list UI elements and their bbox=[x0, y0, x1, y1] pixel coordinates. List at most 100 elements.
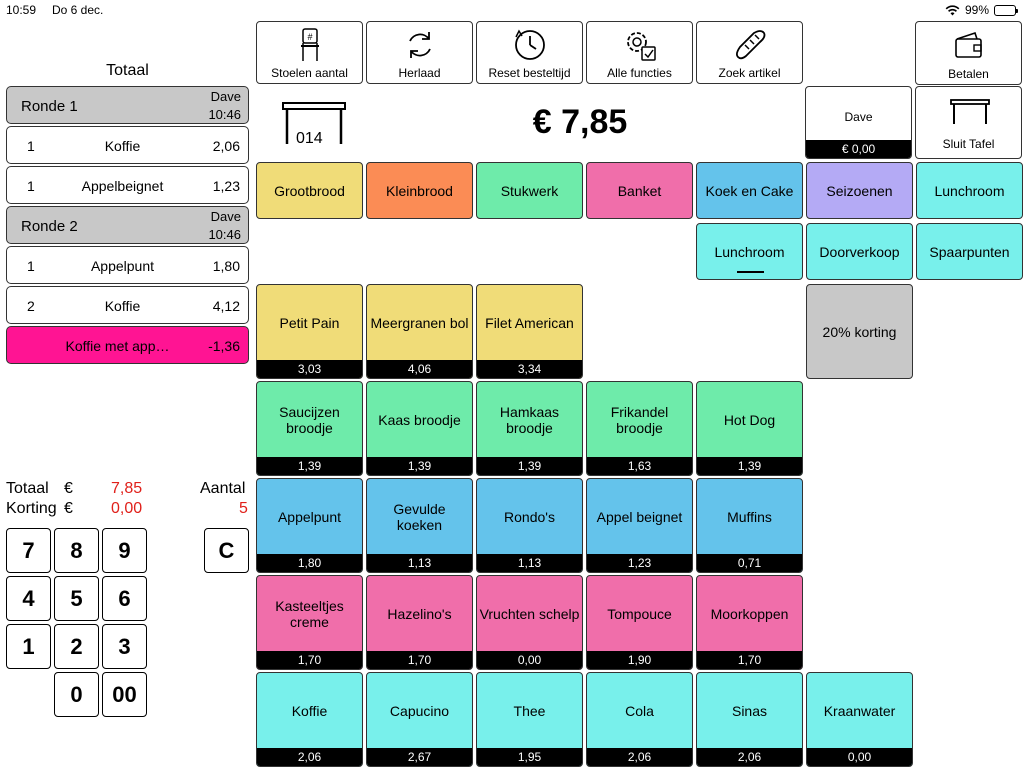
order-line[interactable]: 1 Koffie 2,06 bbox=[6, 126, 249, 164]
product-tile[interactable]: Hot Dog 1,39 bbox=[696, 381, 803, 476]
product-tile[interactable]: Gevulde koeken 1,13 bbox=[366, 478, 473, 573]
close-table-button[interactable]: Sluit Tafel bbox=[915, 86, 1022, 159]
round-header-2[interactable]: Ronde 2 Dave 10:46 bbox=[6, 206, 249, 244]
all-functions-button[interactable]: Alle functies bbox=[586, 21, 693, 84]
keypad-6[interactable]: 6 bbox=[102, 576, 147, 621]
product-price: 1,90 bbox=[587, 651, 692, 669]
category-lunchroom[interactable]: Lunchroom bbox=[916, 162, 1023, 219]
close-table-label: Sluit Tafel bbox=[942, 137, 995, 151]
product-tile[interactable]: Capucino 2,67 bbox=[366, 672, 473, 767]
product-price: 0,71 bbox=[697, 554, 802, 572]
subcategory-label: Lunchroom bbox=[714, 243, 785, 260]
product-price: 2,67 bbox=[367, 748, 472, 766]
order-line[interactable]: 1 Appelpunt 1,80 bbox=[6, 246, 249, 284]
subcategory-doorverkoop[interactable]: Doorverkoop bbox=[806, 223, 913, 280]
discount-line[interactable]: Koffie met app… -1,36 bbox=[6, 326, 249, 364]
search-article-button[interactable]: Zoek artikel bbox=[696, 21, 803, 84]
korting-value: 0,00 bbox=[111, 500, 143, 517]
round-label: Ronde 2 bbox=[21, 218, 78, 235]
keypad-7[interactable]: 7 bbox=[6, 528, 51, 573]
category-banket[interactable]: Banket bbox=[586, 162, 693, 219]
subcategory-spaarpunten[interactable]: Spaarpunten bbox=[916, 223, 1023, 280]
keypad-3[interactable]: 3 bbox=[102, 624, 147, 669]
status-right: 99% bbox=[945, 3, 1018, 17]
product-tile[interactable]: Saucijzen broodje 1,39 bbox=[256, 381, 363, 476]
order-amount: 4,12 bbox=[212, 298, 240, 314]
product-price: 1,80 bbox=[257, 554, 362, 572]
keypad-clear[interactable]: C bbox=[204, 528, 249, 573]
product-tile[interactable]: Kaas broodje 1,39 bbox=[366, 381, 473, 476]
product-name: Saucijzen broodje bbox=[279, 403, 340, 436]
chair-icon: # bbox=[300, 28, 319, 61]
keypad-5[interactable]: 5 bbox=[54, 576, 99, 621]
product-name: Kraanwater bbox=[823, 702, 896, 719]
order-title: Totaal bbox=[106, 62, 149, 79]
user-box[interactable]: Dave € 0,00 bbox=[805, 86, 912, 159]
product-tile[interactable]: Hazelino's 1,70 bbox=[366, 575, 473, 670]
product-tile[interactable]: Tompouce 1,90 bbox=[586, 575, 693, 670]
seats-button[interactable]: # Stoelen aantal bbox=[256, 21, 363, 84]
reload-button[interactable]: Herlaad bbox=[366, 21, 473, 84]
user-balance: € 0,00 bbox=[806, 140, 911, 158]
product-tile[interactable]: Vruchten schelp 0,00 bbox=[476, 575, 583, 670]
product-name: Capucino bbox=[389, 702, 450, 719]
product-tile[interactable]: Rondo's 1,13 bbox=[476, 478, 583, 573]
product-tile[interactable]: Petit Pain 3,03 bbox=[256, 284, 363, 379]
product-tile[interactable]: Meergranen bol 4,06 bbox=[366, 284, 473, 379]
all-functions-label: Alle functies bbox=[607, 66, 672, 80]
round-header-1[interactable]: Ronde 1 Dave 10:46 bbox=[6, 86, 249, 124]
product-tile[interactable]: Appel beignet 1,23 bbox=[586, 478, 693, 573]
discount-name: Koffie met app… bbox=[65, 338, 170, 354]
order-total: € 7,85 bbox=[532, 103, 628, 141]
category-grootbrood[interactable]: Grootbrood bbox=[256, 162, 363, 219]
product-price: 1,23 bbox=[587, 554, 692, 572]
product-tile[interactable]: Frikandel broodje 1,63 bbox=[586, 381, 693, 476]
discount-20-button[interactable]: 20% korting bbox=[806, 284, 913, 379]
discount-amount: -1,36 bbox=[208, 338, 240, 354]
totaal-label: Totaal bbox=[6, 480, 49, 497]
keypad-9[interactable]: 9 bbox=[102, 528, 147, 573]
product-tile[interactable]: Sinas 2,06 bbox=[696, 672, 803, 767]
product-price: 1,13 bbox=[477, 554, 582, 572]
product-tile[interactable]: Muffins 0,71 bbox=[696, 478, 803, 573]
product-tile[interactable]: Hamkaas broodje 1,39 bbox=[476, 381, 583, 476]
product-tile[interactable]: Moorkoppen 1,70 bbox=[696, 575, 803, 670]
category-stukwerk[interactable]: Stukwerk bbox=[476, 162, 583, 219]
subcategory-lunchroom[interactable]: Lunchroom bbox=[696, 223, 803, 280]
category-kleinbrood[interactable]: Kleinbrood bbox=[366, 162, 473, 219]
product-name: Tompouce bbox=[607, 605, 672, 622]
product-price: 3,34 bbox=[477, 360, 582, 378]
round-label: Ronde 1 bbox=[21, 98, 78, 115]
product-tile[interactable]: Koffie 2,06 bbox=[256, 672, 363, 767]
product-tile[interactable]: Cola 2,06 bbox=[586, 672, 693, 767]
keypad-8[interactable]: 8 bbox=[54, 528, 99, 573]
order-qty: 2 bbox=[27, 298, 35, 314]
clock-icon bbox=[514, 29, 545, 60]
product-price: 1,70 bbox=[257, 651, 362, 669]
table-icon bbox=[282, 102, 346, 144]
product-name: Petit Pain bbox=[279, 314, 340, 331]
category-koek-en-cake[interactable]: Koek en Cake bbox=[696, 162, 803, 219]
keypad-1[interactable]: 1 bbox=[6, 624, 51, 669]
product-price: 2,06 bbox=[697, 748, 802, 766]
product-tile[interactable]: Filet American 3,34 bbox=[476, 284, 583, 379]
bread-icon bbox=[735, 30, 765, 60]
product-name: Filet American bbox=[485, 314, 574, 331]
reset-ordertime-button[interactable]: Reset besteltijd bbox=[476, 21, 583, 84]
category-seizoenen[interactable]: Seizoenen bbox=[806, 162, 913, 219]
keypad-00[interactable]: 00 bbox=[102, 672, 147, 717]
product-tile[interactable]: Kraanwater 0,00 bbox=[806, 672, 913, 767]
product-tile[interactable]: Kasteeltjes creme 1,70 bbox=[256, 575, 363, 670]
order-line[interactable]: 1 Appelbeignet 1,23 bbox=[6, 166, 249, 204]
pay-button[interactable]: Betalen bbox=[915, 21, 1022, 85]
product-tile[interactable]: Thee 1,95 bbox=[476, 672, 583, 767]
product-name: Appel beignet bbox=[596, 508, 683, 525]
product-name: Cola bbox=[625, 702, 654, 719]
product-tile[interactable]: Appelpunt 1,80 bbox=[256, 478, 363, 573]
keypad-0[interactable]: 0 bbox=[54, 672, 99, 717]
order-qty: 1 bbox=[27, 138, 35, 154]
keypad-2[interactable]: 2 bbox=[54, 624, 99, 669]
keypad-4[interactable]: 4 bbox=[6, 576, 51, 621]
order-line[interactable]: 2 Koffie 4,12 bbox=[6, 286, 249, 324]
round-time: 10:46 bbox=[208, 227, 241, 242]
